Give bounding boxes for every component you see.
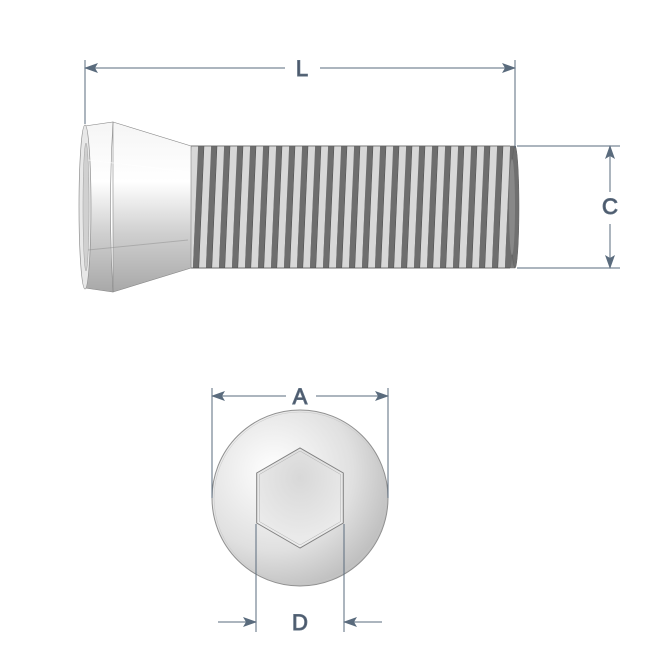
label-C: C xyxy=(602,194,618,219)
label-D: D xyxy=(292,610,308,635)
label-A: A xyxy=(293,384,308,409)
dimension-C: C xyxy=(517,146,620,268)
technical-drawing: L C A D xyxy=(0,0,670,670)
screw-side-view xyxy=(79,122,519,292)
screw-front-view xyxy=(212,410,388,586)
label-L: L xyxy=(296,56,308,81)
